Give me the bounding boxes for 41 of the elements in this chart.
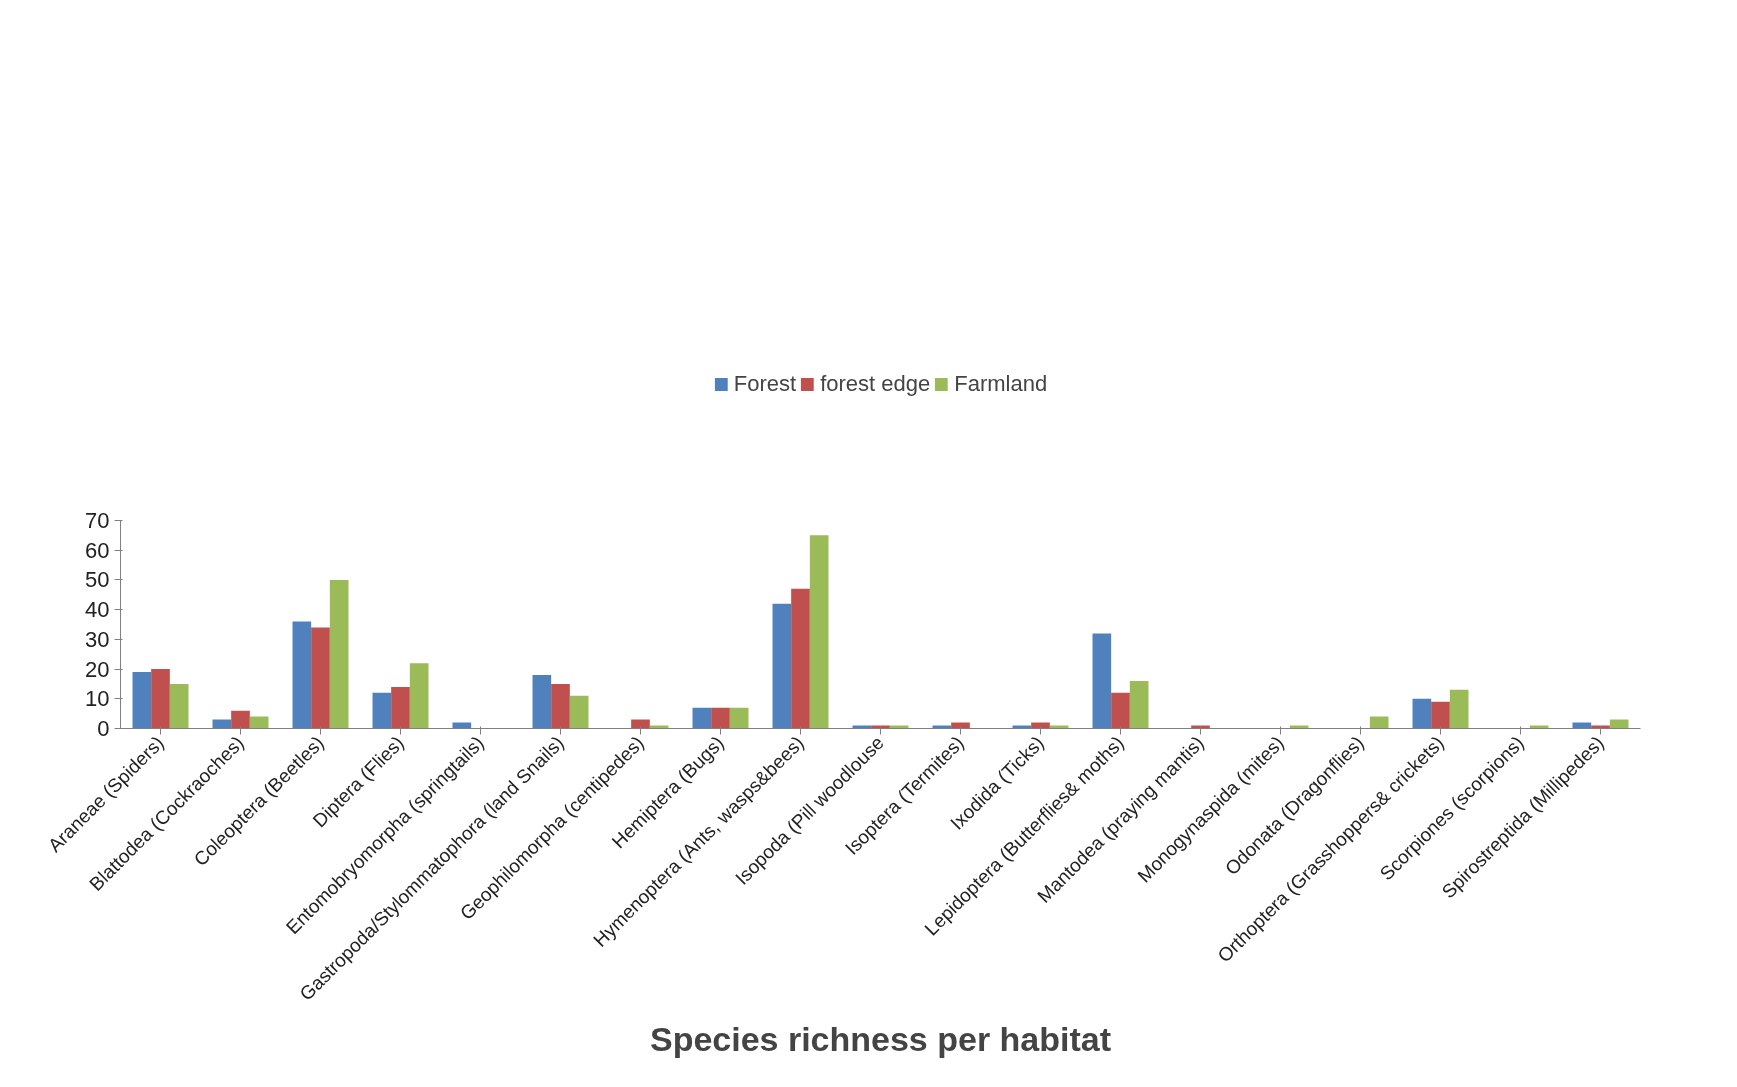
bar [809,535,829,729]
bar [1412,698,1432,729]
bar [329,579,349,729]
bar [729,707,749,729]
y-tick-label: 0 [97,716,110,741]
bar [692,707,712,729]
bar [551,683,570,729]
bar [1609,719,1629,729]
legend-label: Forest [733,370,797,397]
bar [1111,692,1130,729]
bar [292,621,312,729]
bar [1092,633,1112,729]
bar [132,672,152,729]
bar [311,627,330,729]
bar [372,692,392,729]
y-tick-label: 50 [85,567,110,593]
bar [1129,680,1149,729]
bar [569,695,589,729]
bar [772,603,792,729]
bar [711,707,730,729]
y-tick-label: 40 [85,597,110,623]
bar [391,686,410,729]
bar [151,669,170,729]
y-tick-label: 70 [85,508,110,533]
bar [532,675,552,729]
bar [791,588,810,729]
bar [1431,701,1450,729]
bar [1449,689,1469,729]
y-tick-label: 10 [85,686,110,712]
legend-label: forest edge [820,370,931,397]
bar [169,683,189,729]
bar [249,716,269,729]
bar [631,719,650,729]
y-tick-label: 30 [85,626,110,652]
bar [231,710,250,729]
y-tick-label: 20 [85,656,110,682]
bar [409,663,429,729]
bar [1369,716,1389,729]
x-axis-title: Species richness per habitat [649,1019,1112,1058]
y-tick-label: 60 [85,537,110,563]
legend-label: Farmland [954,370,1048,397]
